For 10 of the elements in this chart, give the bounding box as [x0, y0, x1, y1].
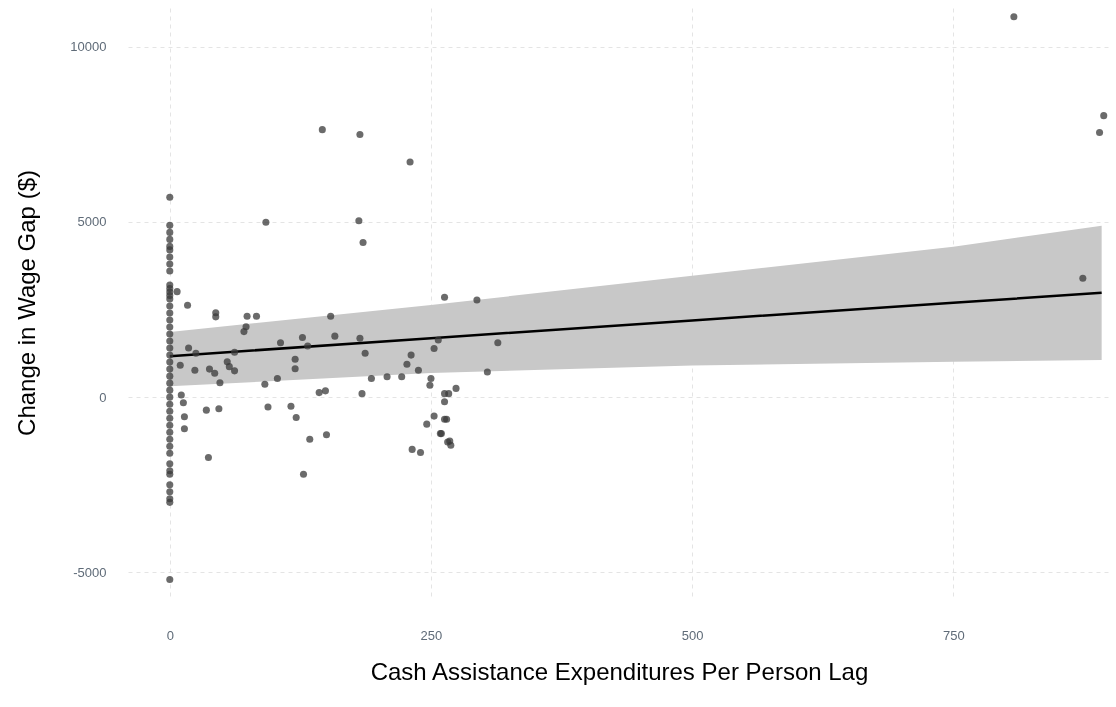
x-tick-label: 0 [166, 627, 174, 643]
y-tick-label: -5000 [73, 564, 107, 580]
x-axis-title: Cash Assistance Expenditures Per Person Lag [370, 657, 869, 685]
x-tick-label: 500 [681, 627, 704, 643]
x-tick-label: 250 [420, 627, 443, 643]
y-tick-label: 5000 [77, 214, 107, 230]
y-axis-title: Change in Wage Gap ($) [13, 170, 41, 436]
y-tick-label: 0 [99, 389, 107, 405]
x-tick-label: 750 [942, 627, 965, 643]
y-tick-label: 10000 [70, 39, 107, 55]
